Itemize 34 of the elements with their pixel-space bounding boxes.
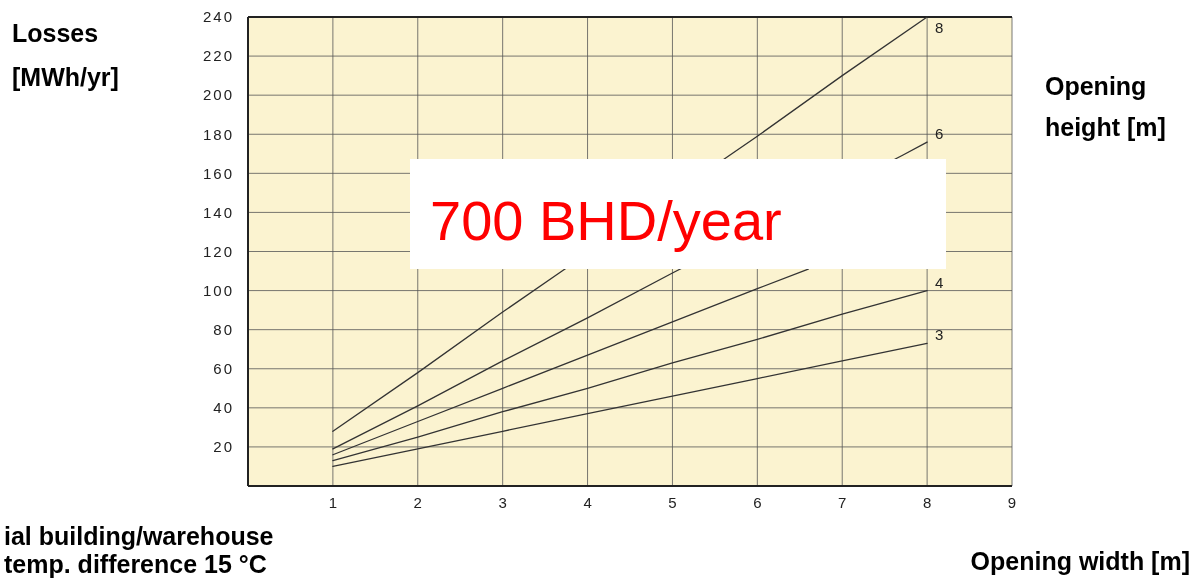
y-tick-label: 140: [202, 203, 234, 221]
series-label: 3: [935, 326, 944, 344]
legend-title: Opening height [m]: [1045, 72, 1166, 141]
y-tick-label: 160: [202, 164, 234, 182]
x-tick-label: 5: [668, 494, 677, 511]
x-tick-label: 8: [922, 494, 932, 511]
y-tick-label: 100: [202, 281, 234, 299]
y-tick-label: 60: [213, 360, 234, 377]
annotation: 700 BHD/year: [430, 189, 782, 252]
text: temp. difference 15 °C: [4, 550, 267, 578]
line-series: [332, 342, 928, 468]
y-tick-label: 120: [202, 242, 234, 260]
y-tick-label: 240: [202, 8, 234, 26]
x-tick-label: 2: [413, 494, 422, 511]
y-tick-label: 40: [213, 399, 234, 417]
y-tick-label: 180: [202, 125, 234, 143]
x-tick-label: 9: [1007, 494, 1017, 511]
x-axis-title: Opening width [m]: [970, 547, 1190, 575]
x-tick-label: 4: [583, 494, 592, 511]
x-tick-label: 1: [328, 494, 338, 511]
line-series: [332, 289, 928, 462]
text: ial building/warehouse: [4, 522, 274, 550]
x-tick-label: 6: [753, 494, 762, 511]
series-label: 8: [935, 19, 944, 36]
y-tick-label: 200: [202, 86, 234, 104]
series-label: 4: [935, 273, 944, 291]
line-series: [332, 268, 809, 456]
series-label: 6: [935, 125, 944, 143]
x-tick-label: 7: [838, 494, 847, 511]
y-tick-label: 20: [213, 438, 234, 456]
y-axis-title: Losses [MWh/yr]: [12, 19, 119, 91]
x-tick-label: 3: [498, 494, 507, 511]
y-tick-label: 220: [202, 47, 234, 65]
y-tick-label: 80: [213, 320, 234, 338]
